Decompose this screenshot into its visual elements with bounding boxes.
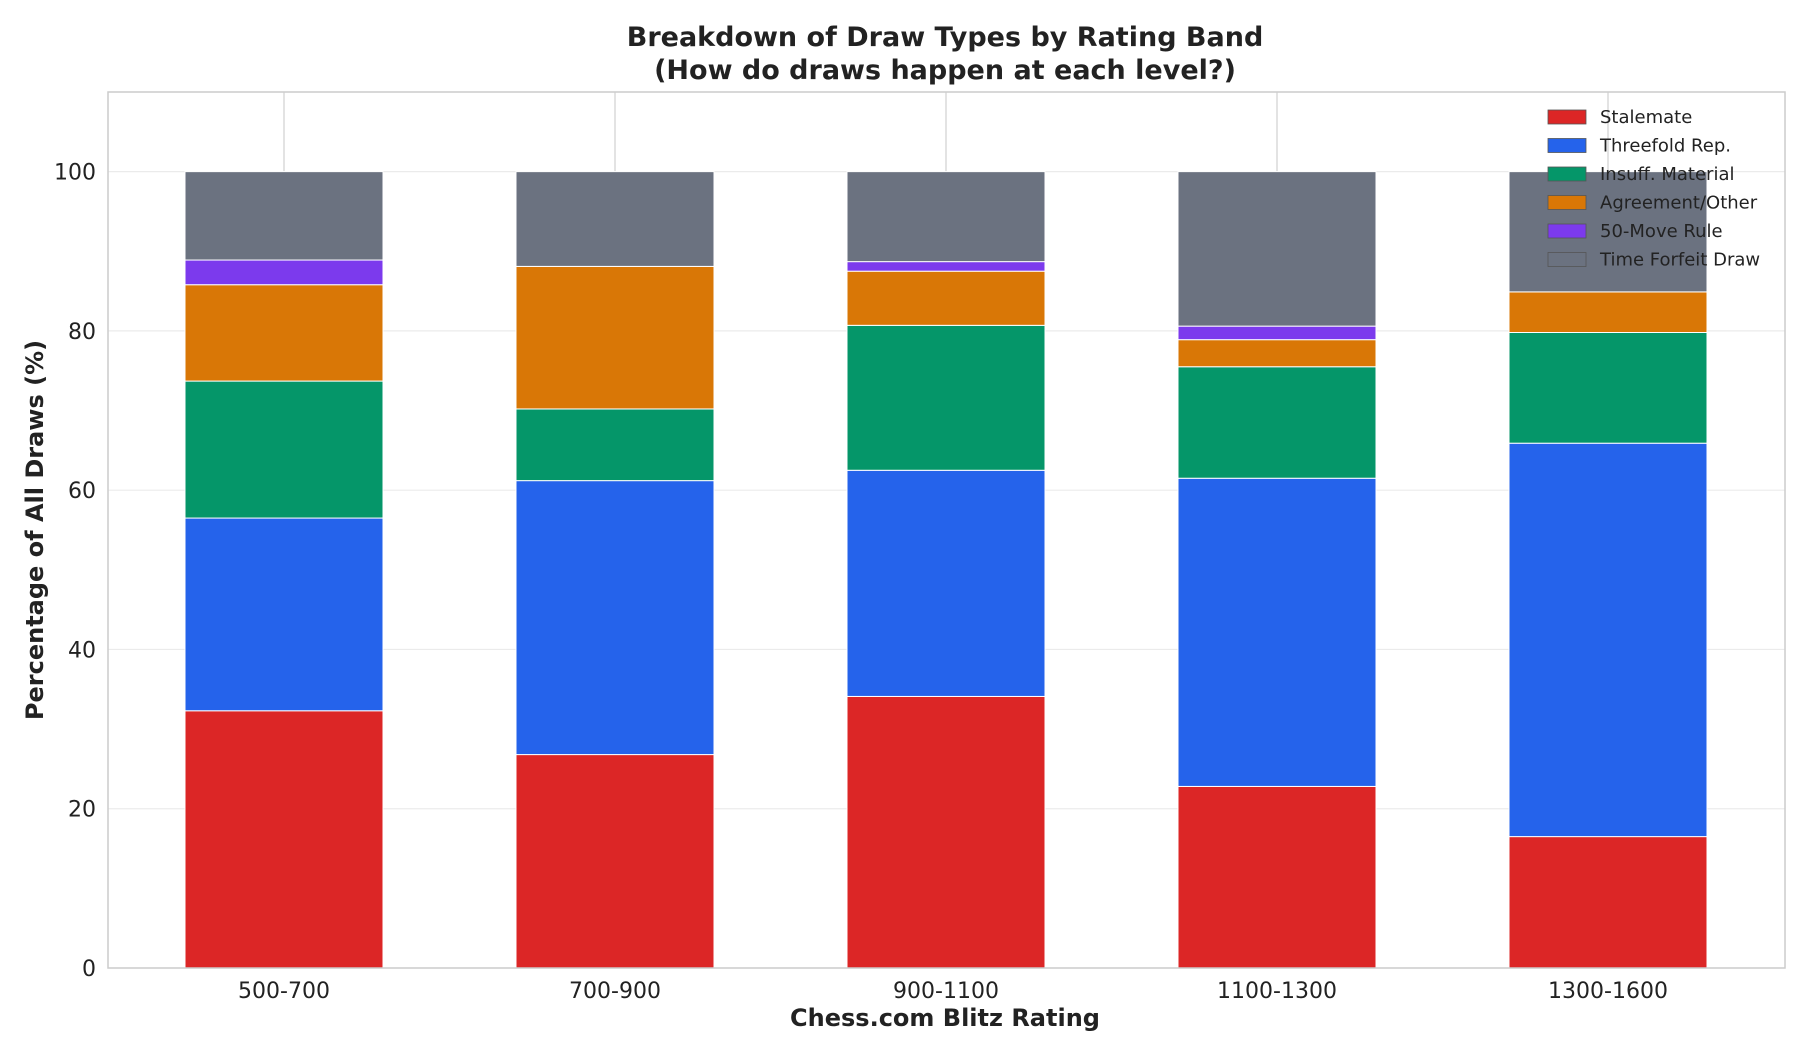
bar-segment-insuff-material-500-700 <box>184 380 384 519</box>
bar-segment-stalemate-700-900 <box>515 754 715 969</box>
y-tick-label: 60 <box>68 479 96 504</box>
bar-segment-agreement-other-500-700 <box>184 284 384 382</box>
legend-label: 50-Move Rule <box>1600 221 1723 242</box>
bar-segment-stalemate-1100-1300 <box>1177 785 1377 969</box>
legend-swatch <box>1547 109 1587 125</box>
bar-segment-threefold-rep--700-900 <box>515 480 715 756</box>
y-tick-label: 0 <box>82 957 96 982</box>
bar-segment-stalemate-1300-1600 <box>1508 836 1708 969</box>
bar-segment-agreement-other-1300-1600 <box>1508 291 1708 334</box>
bar-segment-insuff-material-1100-1300 <box>1177 366 1377 479</box>
bars <box>184 171 1708 969</box>
y-tick-label: 80 <box>68 320 96 345</box>
legend-item: 50-Move Rule <box>1547 221 1723 242</box>
bar-segment-threefold-rep--1300-1600 <box>1508 442 1708 838</box>
plot-frame <box>107 91 1786 969</box>
bar-segment-agreement-other-1100-1300 <box>1177 339 1377 368</box>
x-tick-labels: 500-700 700-900 900-1100 1100-1300 1300-1600 <box>238 979 1668 1004</box>
legend-label: Time Forfeit Draw <box>1599 250 1760 271</box>
legend-item: Stalemate <box>1547 107 1692 128</box>
x-tick-label: 500-700 <box>238 979 330 1004</box>
y-tick-label: 20 <box>68 798 96 823</box>
bar-segment-insuff-material-700-900 <box>515 408 715 482</box>
legend-swatch <box>1547 223 1587 239</box>
bar-segment-agreement-other-700-900 <box>515 265 715 410</box>
x-tick-label: 900-1100 <box>893 979 999 1004</box>
x-tick-label: 1100-1300 <box>1217 979 1337 1004</box>
legend-item: Insuff. Material <box>1547 164 1734 185</box>
y-tick-label: 40 <box>68 638 96 663</box>
bar-segment-time-forfeit-draw-900-1100 <box>846 171 1046 263</box>
bar-segment-agreement-other-900-1100 <box>846 270 1046 326</box>
bar-segment-stalemate-500-700 <box>184 710 384 969</box>
bar-segment-time-forfeit-draw-1300-1600 <box>1508 171 1708 293</box>
bar-segment-threefold-rep--500-700 <box>184 517 384 712</box>
x-axis-label: Chess.com Blitz Rating <box>790 1004 1100 1032</box>
legend-label: Threefold Rep. <box>1599 136 1731 157</box>
legend: Stalemate Threefold Rep. Insuff. Material A… <box>1547 107 1760 271</box>
bar-segment-time-forfeit-draw-500-700 <box>184 171 384 261</box>
y-axis-label: Percentage of All Draws (%) <box>21 340 49 720</box>
legend-item: Time Forfeit Draw <box>1547 250 1760 271</box>
bar-segment-stalemate-900-1100 <box>846 695 1046 969</box>
legend-swatch <box>1547 195 1587 210</box>
legend-label: Agreement/Other <box>1600 193 1758 214</box>
bar-segment-50-move-rule-500-700 <box>184 259 384 286</box>
legend-label: Stalemate <box>1600 107 1692 128</box>
y-tick-labels: 0 20 40 60 80 100 <box>54 161 96 982</box>
chart-subtitle: (How do draws happen at each level?) <box>654 55 1236 86</box>
bar-segment-insuff-material-1300-1600 <box>1508 332 1708 444</box>
bar-segment-time-forfeit-draw-1100-1300 <box>1177 171 1377 327</box>
legend-swatch <box>1547 252 1587 267</box>
bar-segment-time-forfeit-draw-700-900 <box>515 171 715 267</box>
bar-segment-threefold-rep--900-1100 <box>846 469 1046 697</box>
bar-segment-50-move-rule-1100-1300 <box>1177 325 1377 341</box>
bar-segment-threefold-rep--1100-1300 <box>1177 477 1377 787</box>
legend-label: Insuff. Material <box>1600 164 1734 185</box>
legend-swatch <box>1547 166 1587 182</box>
chart-title: Breakdown of Draw Types by Rating Band <box>627 22 1264 53</box>
legend-swatch <box>1547 138 1587 153</box>
bar-segment-insuff-material-900-1100 <box>846 324 1046 471</box>
x-tick-label: 1300-1600 <box>1548 979 1668 1004</box>
y-tick-label: 100 <box>54 161 96 186</box>
bar-segment-50-move-rule-900-1100 <box>846 261 1046 272</box>
legend-item: Agreement/Other <box>1547 193 1758 214</box>
x-tick-label: 700-900 <box>569 979 661 1004</box>
legend-item: Threefold Rep. <box>1547 136 1731 157</box>
